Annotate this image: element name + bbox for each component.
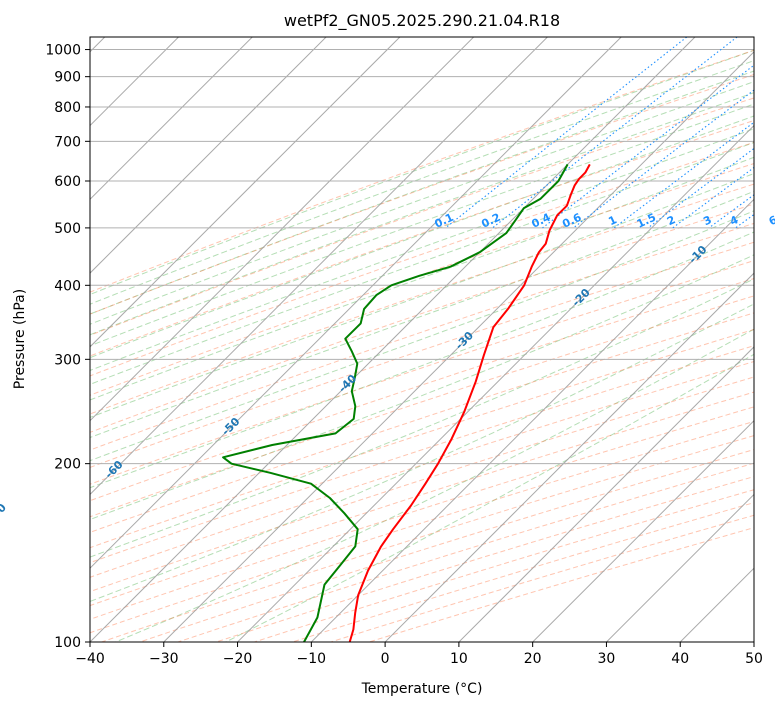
dry-adiabat-line <box>90 97 754 336</box>
isotherm-line <box>531 419 754 642</box>
isotherms <box>90 37 754 642</box>
x-tick-label: −20 <box>223 651 253 667</box>
x-tick-label: 40 <box>671 651 689 667</box>
x-tick-label: 0 <box>381 651 390 667</box>
x-tick-label: 50 <box>745 651 763 667</box>
isotherm-line <box>90 37 696 642</box>
x-tick-label: −30 <box>149 651 179 667</box>
moist-adiabat-line <box>90 115 754 359</box>
isotherm-line <box>90 37 622 569</box>
mixing-ratio-line <box>445 37 688 229</box>
mixing-ratio-line <box>492 37 739 229</box>
y-tick-label: 900 <box>54 70 81 86</box>
mixing-ratio-line <box>613 121 754 229</box>
temperature-line <box>348 163 591 642</box>
isotherm-line <box>90 37 254 201</box>
moist-adiabat-line <box>90 141 754 385</box>
y-tick-label: 700 <box>54 134 81 150</box>
isotherm-line <box>384 272 754 642</box>
y-axis-ticks: 100 200 300 400 500 600 700 800 900 1000 <box>45 43 90 651</box>
y-tick-label: 800 <box>54 100 81 116</box>
moist-adiabat-line <box>90 303 754 602</box>
isotherm-line <box>458 346 754 642</box>
y-axis-title: Pressure (hPa) <box>12 289 28 389</box>
x-tick-label: 10 <box>450 651 468 667</box>
y-tick-label: 600 <box>54 174 81 190</box>
x-tick-label: −40 <box>75 651 105 667</box>
moist-adiabat-line <box>90 278 754 558</box>
moist-adiabat-line <box>90 81 754 325</box>
dry-adiabat-line <box>90 163 754 396</box>
y-tick-label: 500 <box>54 221 81 237</box>
moist-adiabat-line <box>90 231 754 489</box>
x-axis-ticks: −40 −30 −20 −10 0 10 20 30 40 50 <box>75 642 763 667</box>
moist-adiabat-line <box>115 328 754 642</box>
dry-adiabat-line <box>90 120 754 357</box>
isotherm-line <box>90 37 475 422</box>
mixing-ratio-line <box>542 64 754 229</box>
x-axis-title: Temperature (°C) <box>361 681 483 697</box>
y-tick-label: 200 <box>54 457 81 473</box>
moist-adiabat-line <box>90 49 754 296</box>
y-tick-label: 1000 <box>45 43 81 59</box>
chart-title: wetPf2_GN05.2025.290.21.04.R18 <box>284 11 560 31</box>
y-tick-label: 400 <box>54 278 81 294</box>
moist-adiabat-line <box>90 92 754 336</box>
isotherm-line <box>90 37 401 348</box>
isotherm-line <box>605 493 754 642</box>
dry-adiabat-line <box>90 49 754 293</box>
isotherm-line <box>90 37 327 274</box>
x-tick-label: 20 <box>524 651 542 667</box>
sounding-lines <box>222 163 591 642</box>
dewpoint-line <box>222 163 569 642</box>
isotherm-line <box>90 37 549 496</box>
moist-adiabat-line <box>90 128 754 371</box>
y-tick-label: 300 <box>54 352 81 368</box>
isotherm-line <box>236 124 754 642</box>
mixing-ratio-lines <box>445 37 754 229</box>
x-tick-label: 30 <box>598 651 616 667</box>
y-tick-label: 100 <box>54 635 81 651</box>
moist-adiabat-line <box>90 190 754 439</box>
isobars <box>90 49 754 642</box>
mixing-ratio-label: 6 <box>767 213 775 228</box>
x-tick-label: −10 <box>297 651 327 667</box>
plot-area <box>90 37 754 642</box>
moist-adiabat-line <box>90 60 754 305</box>
plot-frame <box>89 36 755 643</box>
isotherm-line <box>163 51 754 642</box>
isotherm-label: -70 <box>0 501 9 524</box>
isotherm-line <box>310 198 754 642</box>
